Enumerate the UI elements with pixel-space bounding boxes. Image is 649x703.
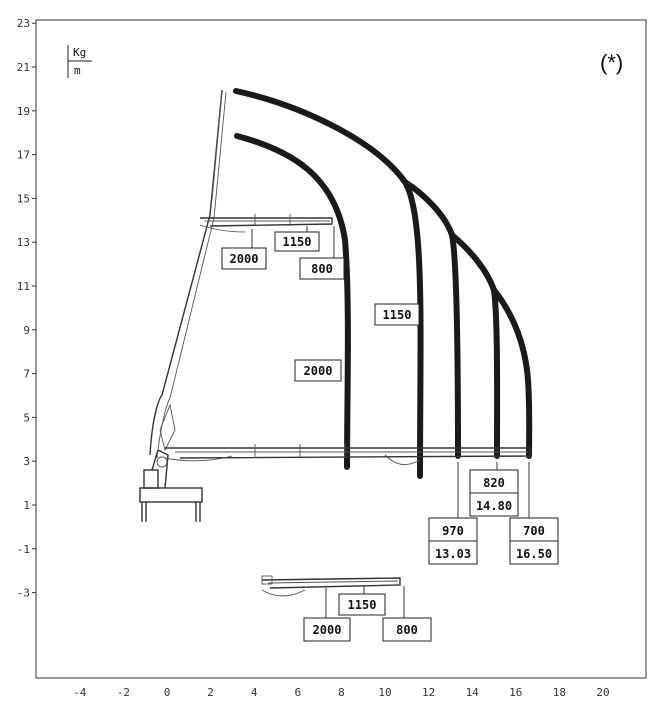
y-tick-label: 3 [23, 455, 30, 468]
crane-boom-lower [261, 575, 401, 597]
x-axis-ticks: -4 -2 0 2 4 6 8 10 12 14 16 18 20 [73, 686, 609, 699]
x-tick-label: -4 [73, 686, 87, 699]
label-820-reach: 820 14.80 [469, 469, 519, 517]
crane-truck [139, 449, 203, 522]
unit-bottom-label: m [74, 64, 81, 77]
svg-text:970: 970 [442, 524, 464, 538]
x-tick-label: 0 [164, 686, 171, 699]
y-axis-ticks: 23 21 19 17 15 13 11 9 7 5 3 1 -1 -3 [17, 17, 36, 600]
load-curve-700 [491, 287, 533, 459]
svg-text:16.50: 16.50 [516, 547, 552, 561]
label-700-reach: 700 16.50 [509, 517, 559, 565]
x-tick-label: 4 [251, 686, 258, 699]
label-800-top: 800 [299, 257, 345, 280]
y-tick-label: 1 [23, 499, 30, 512]
label-2000-top: 2000 [221, 247, 267, 270]
unit-box: Kg m [67, 45, 92, 78]
svg-text:700: 700 [523, 524, 545, 538]
x-tick-label: 14 [466, 686, 480, 699]
x-tick-label: -2 [117, 686, 130, 699]
y-tick-label: 17 [17, 149, 30, 162]
svg-text:2000: 2000 [230, 252, 259, 266]
label-800-lower: 800 [382, 617, 432, 642]
label-970-reach: 970 13.03 [428, 517, 478, 565]
label-2000-curve: 2000 [294, 359, 342, 382]
y-tick-label: 5 [23, 411, 30, 424]
svg-text:1150: 1150 [348, 598, 377, 612]
svg-text:14.80: 14.80 [476, 499, 512, 513]
y-tick-label: 21 [17, 61, 30, 74]
x-tick-label: 10 [378, 686, 391, 699]
x-tick-label: 12 [422, 686, 435, 699]
y-tick-label: 11 [17, 280, 30, 293]
svg-text:13.03: 13.03 [435, 547, 471, 561]
x-tick-label: 16 [509, 686, 522, 699]
x-tick-label: 20 [596, 686, 609, 699]
svg-text:2000: 2000 [304, 364, 333, 378]
y-tick-label: -3 [17, 587, 30, 600]
svg-text:1150: 1150 [283, 235, 312, 249]
unit-top-label: Kg [73, 46, 86, 59]
label-1150-lower: 1150 [338, 593, 386, 616]
svg-text:800: 800 [396, 623, 418, 637]
chart-note-marker: (*) [600, 50, 623, 75]
load-curve-2000 [234, 133, 351, 470]
y-tick-label: 7 [23, 368, 30, 381]
x-tick-label: 2 [207, 686, 214, 699]
label-1150-curve: 1150 [374, 303, 420, 326]
crane-boom-middle [164, 444, 531, 466]
y-tick-label: 15 [17, 192, 30, 205]
y-tick-label: 23 [17, 17, 30, 30]
plot-frame [35, 19, 647, 679]
label-2000-lower: 2000 [303, 617, 351, 642]
crane-boom-upper [199, 214, 333, 233]
svg-text:820: 820 [483, 476, 505, 490]
y-tick-label: -1 [17, 543, 30, 556]
crane-boom-vertical [149, 89, 227, 459]
svg-text:1150: 1150 [383, 308, 412, 322]
x-tick-label: 18 [553, 686, 566, 699]
y-tick-label: 9 [23, 324, 30, 337]
load-curve-820 [449, 232, 501, 459]
y-tick-label: 19 [17, 105, 30, 118]
y-tick-label: 13 [17, 236, 30, 249]
x-tick-label: 6 [294, 686, 301, 699]
leader-lines [251, 226, 530, 618]
load-curve-1150 [233, 88, 424, 479]
svg-text:2000: 2000 [313, 623, 342, 637]
svg-text:800: 800 [311, 262, 333, 276]
x-tick-label: 8 [338, 686, 345, 699]
load-curve-970 [402, 179, 461, 459]
label-1150-top: 1150 [274, 231, 320, 252]
